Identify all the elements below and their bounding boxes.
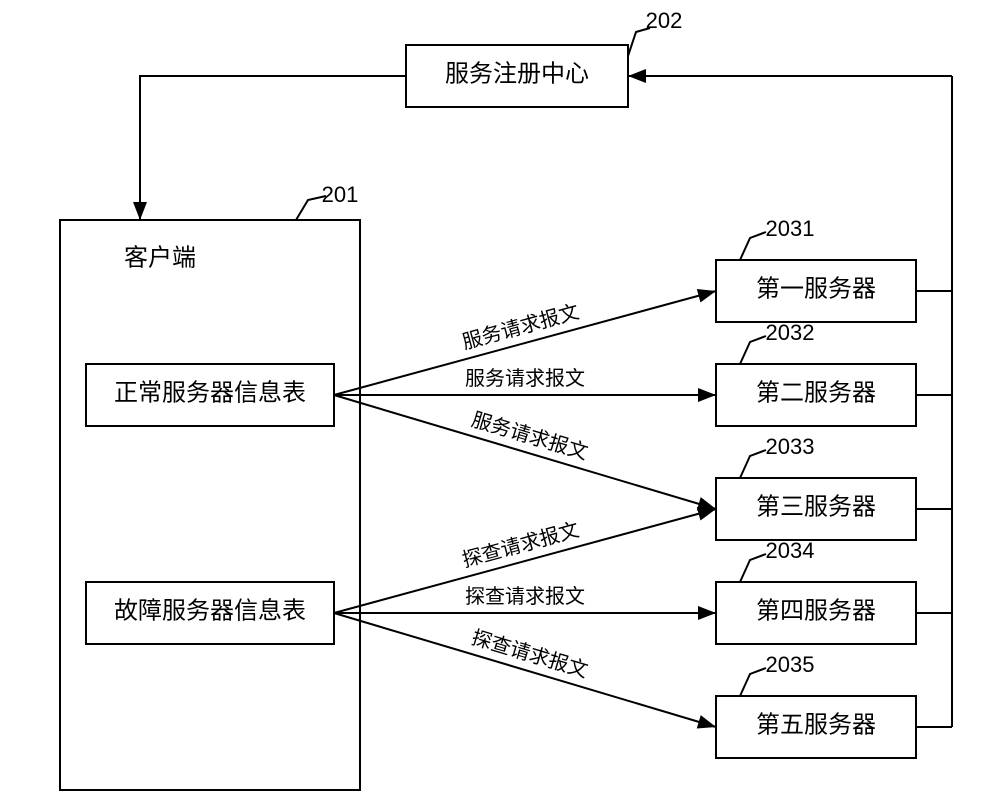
node-client [60, 220, 360, 790]
node-srv5-label: 第五服务器 [756, 712, 876, 739]
node-normal-label: 正常服务器信息表 [114, 380, 306, 407]
node-fault-label: 故障服务器信息表 [114, 598, 306, 625]
ref-registry: 202 [646, 8, 683, 33]
ref-srv3-lead [740, 450, 766, 478]
node-srv4-label: 第四服务器 [756, 598, 876, 625]
arrow-normal-srv3-label: 服务请求报文 [469, 408, 591, 464]
ref-srv5: 2035 [766, 652, 815, 677]
ref-client: 201 [322, 182, 359, 207]
arrow-normal-srv3 [334, 395, 716, 509]
registry-to-client [140, 76, 406, 220]
ref-srv2: 2032 [766, 320, 815, 345]
arrow-fault-srv5-label: 探查请求报文 [469, 626, 591, 682]
arrow-fault-srv5 [334, 613, 716, 727]
ref-srv3: 2033 [766, 434, 815, 459]
arrow-normal-srv2-label: 服务请求报文 [465, 367, 585, 390]
ref-srv4: 2034 [766, 538, 815, 563]
ref-srv1: 2031 [766, 216, 815, 241]
ref-srv2-lead [740, 336, 766, 364]
ref-srv4-lead [740, 554, 766, 582]
node-registry-label: 服务注册中心 [445, 61, 589, 88]
ref-srv5-lead [740, 668, 766, 696]
arrow-fault-srv4-label: 探查请求报文 [465, 585, 585, 608]
node-srv2-label: 第二服务器 [756, 380, 876, 407]
node-client-label: 客户端 [124, 245, 196, 272]
ref-srv1-lead [740, 232, 766, 260]
arrow-fault-srv3-label: 探查请求报文 [460, 518, 582, 572]
node-srv1-label: 第一服务器 [756, 276, 876, 303]
node-srv3-label: 第三服务器 [756, 494, 876, 521]
arrow-normal-srv1-label: 服务请求报文 [460, 300, 582, 354]
